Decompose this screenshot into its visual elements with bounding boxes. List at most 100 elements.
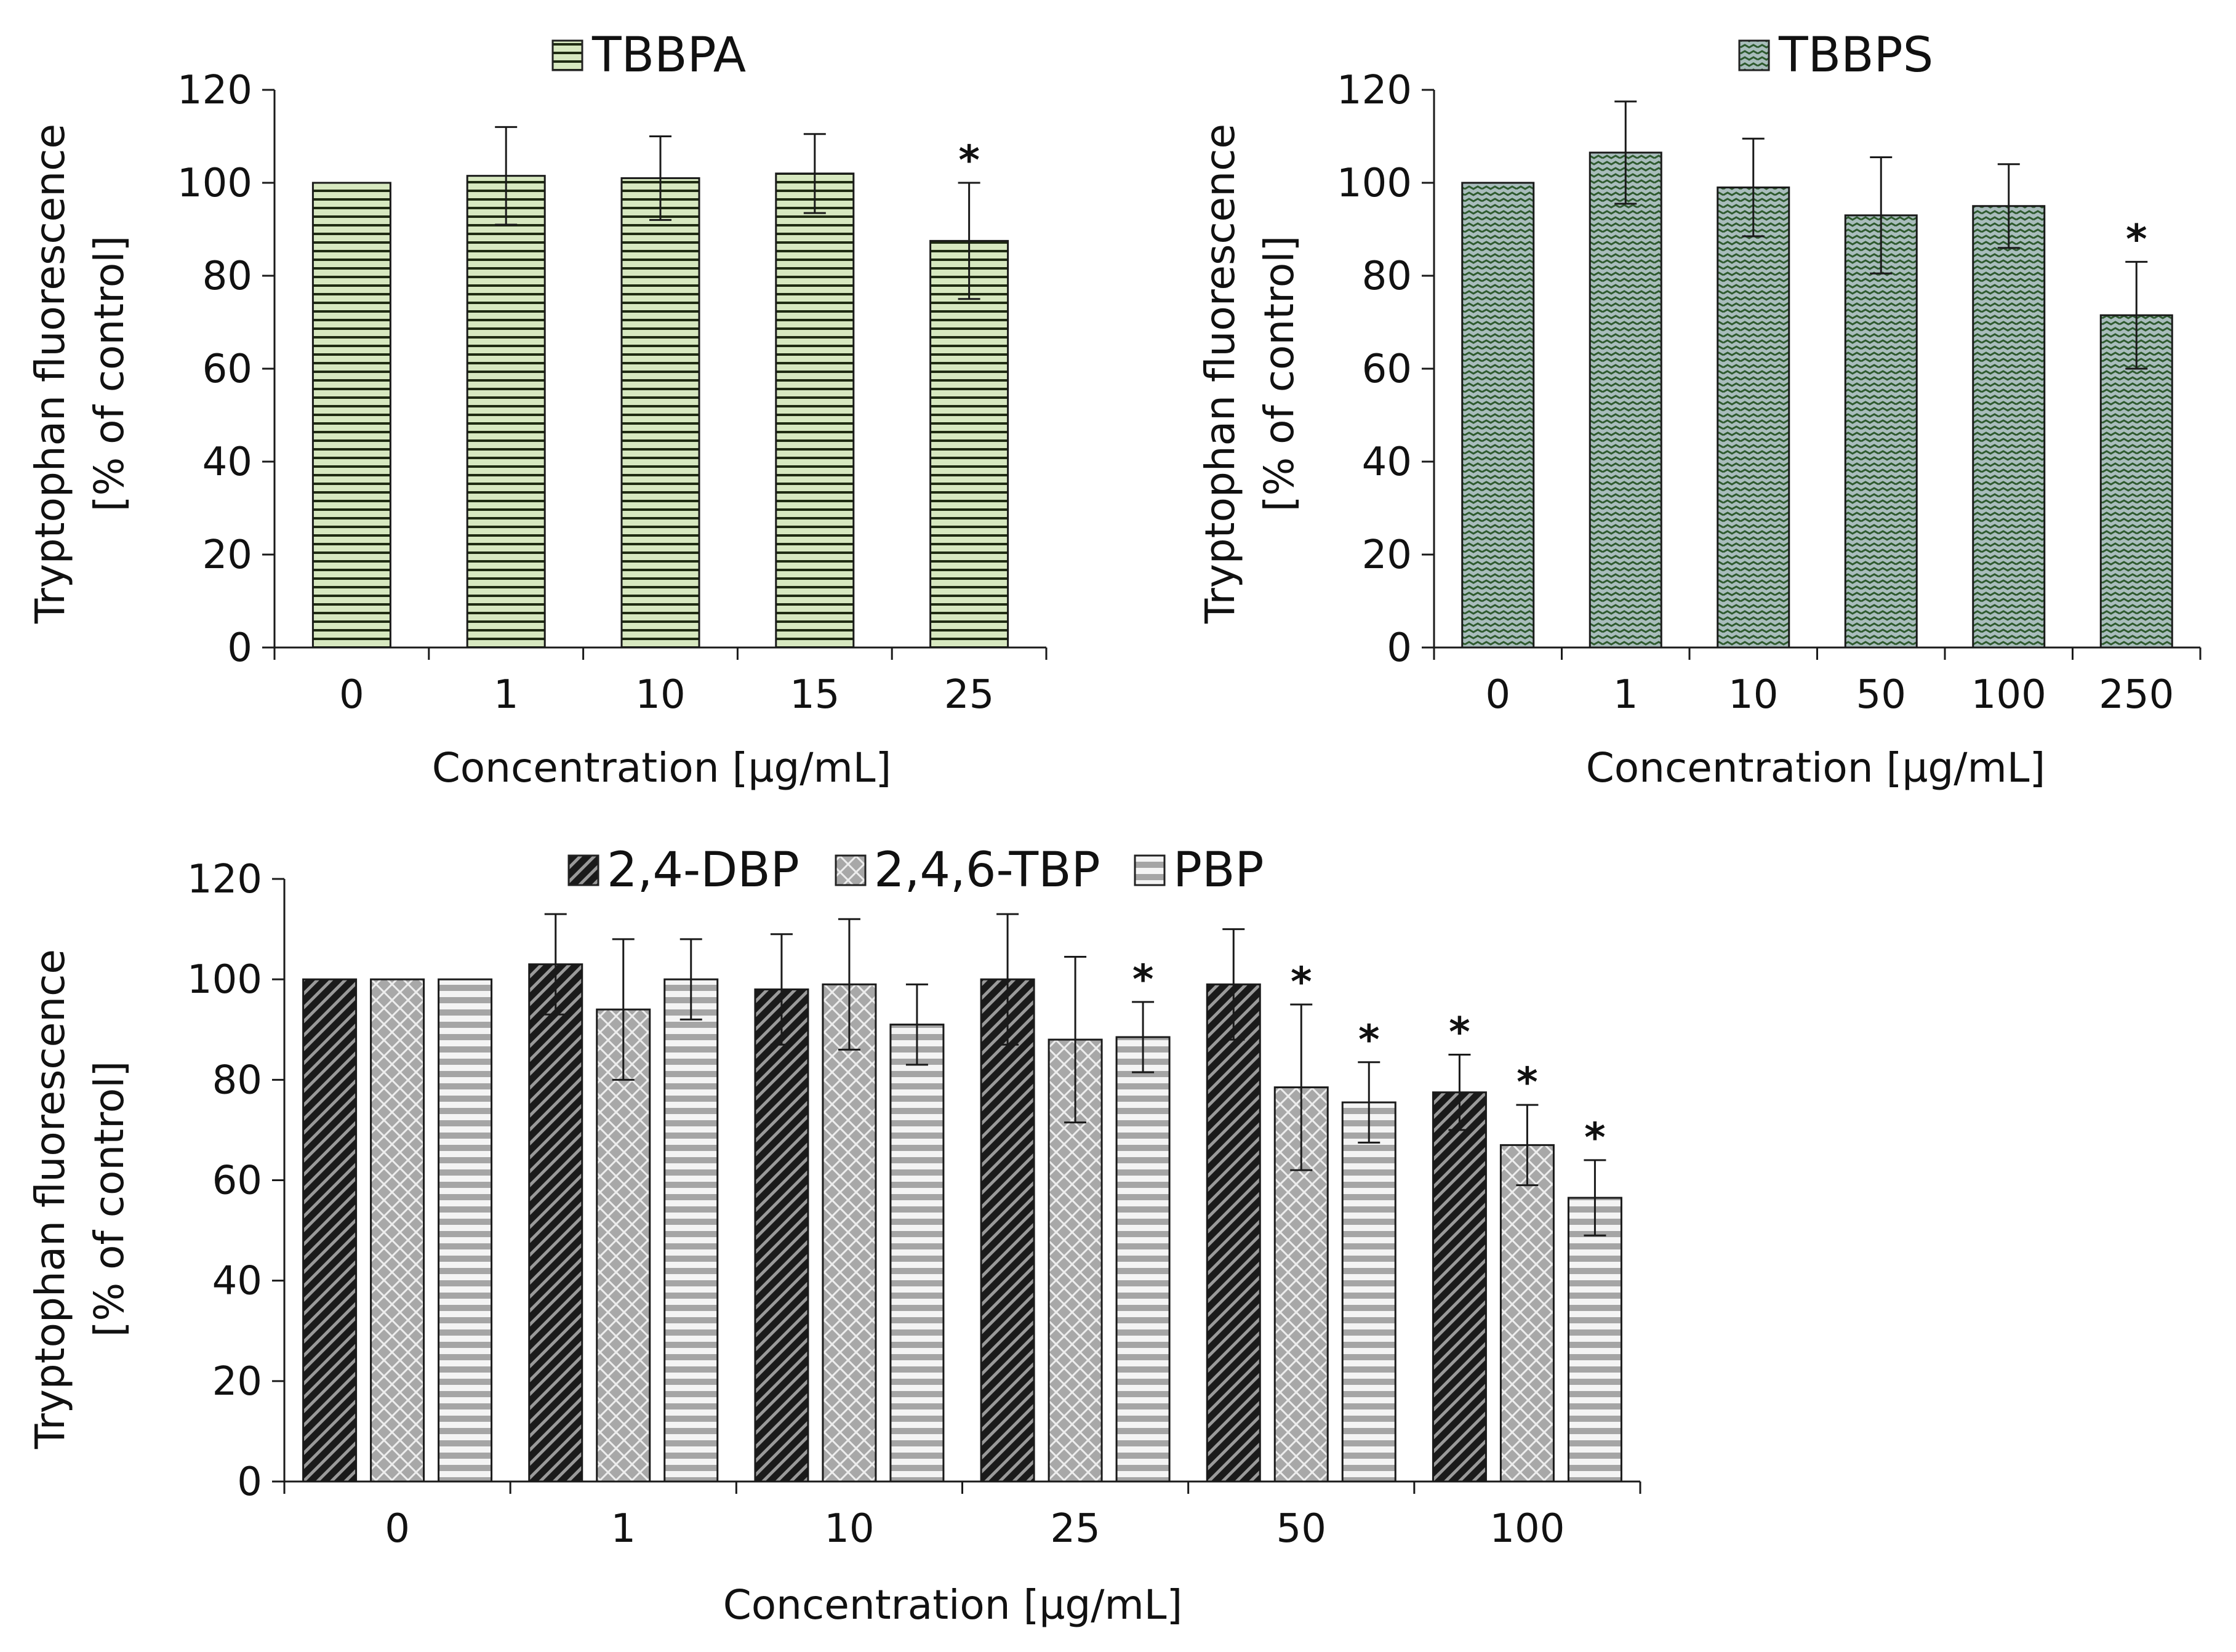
y-tick-label: 0	[237, 1459, 262, 1505]
x-tick-label: 0	[339, 672, 364, 718]
error-bar-tbbps-50	[1870, 156, 1893, 275]
x-tick-label: 1	[494, 672, 519, 718]
significance-marker: *	[1584, 1114, 1606, 1161]
error-bar-2-4-dbp-1	[544, 913, 567, 1016]
y-tick-label: 100	[1337, 161, 1412, 206]
error-bar-2-4-6-tbp-25	[1064, 955, 1087, 1124]
bar-tbbpa-0	[311, 182, 391, 649]
legend-swatch-tbbps	[1738, 39, 1770, 71]
bar-pbp-0	[438, 978, 493, 1483]
x-tick-label: 10	[635, 672, 685, 718]
error-bar-pbp-1	[679, 938, 702, 1020]
significance-marker: *	[1517, 1059, 1538, 1106]
legend-swatch-tbp	[835, 854, 867, 886]
significance-marker: *	[1132, 956, 1154, 1003]
x-tick-label: 10	[1728, 672, 1778, 718]
significance-marker: *	[1358, 1016, 1380, 1064]
plot-area-tbbps: 0 1 10 50 100 * 250 0 20 40 60 80 100 120	[1337, 68, 2202, 718]
legend-label-tbp: 2,4,6-TBP	[874, 843, 1100, 898]
x-axis-title-tbbps: Concentration [µg/mL]	[1586, 744, 2046, 792]
y-tick-label: 0	[1387, 625, 1412, 671]
bar-2-4-6-tbp-10	[822, 983, 877, 1483]
error-bar-2-4-6-tbp-50	[1290, 1003, 1313, 1171]
y-tick-label: 100	[187, 957, 262, 1003]
chart-tbbpa: TBBPA 0 1 10 15 * 25 0 20 40 60 80 100 120 Tryptopha…	[26, 28, 1048, 792]
error-bar-tbbpa-10	[649, 135, 671, 221]
y-tick-label: 0	[227, 625, 252, 671]
y-tick-label: 100	[177, 161, 252, 206]
y-tick-label: 60	[1362, 347, 1412, 392]
plot-area-tbbpa: 0 1 10 15 * 25 0 20 40 60 80 100 120	[177, 68, 1048, 718]
y-tick-label: 40	[1362, 439, 1412, 485]
x-tick-label: 250	[2099, 672, 2174, 718]
x-tick-label: 1	[1613, 672, 1638, 718]
x-tick-label: 25	[944, 672, 994, 718]
bar-2-4-6-tbp-100	[1499, 1144, 1555, 1483]
y-tick-label: 40	[202, 439, 252, 485]
legend-tbbpa: TBBPA	[551, 28, 746, 83]
error-bar-pbp-50	[1358, 1061, 1380, 1144]
x-tick-label: 100	[1489, 1506, 1565, 1552]
x-tick-label: 15	[790, 672, 840, 718]
bar-2-4-dbp-100	[1432, 1091, 1487, 1483]
y-tick-label: 120	[1337, 68, 1412, 113]
y-axis-title-line2: [% of control]	[86, 1061, 133, 1337]
error-bar-pbp-10	[905, 983, 928, 1066]
bar-2-4-dbp-25	[980, 978, 1035, 1483]
error-bar-pbp-100	[1584, 1159, 1606, 1237]
error-bar-tbbpa-15	[803, 133, 826, 214]
legend-swatch-tbbpa	[551, 39, 583, 71]
x-tick-label: 0	[1485, 672, 1510, 718]
bar-pbp-100	[1567, 1197, 1622, 1483]
legend-swatch-dbp	[567, 854, 599, 886]
error-bar-tbbpa-1	[495, 126, 518, 226]
x-tick-label: 25	[1050, 1506, 1100, 1552]
y-tick-label: 120	[187, 857, 262, 902]
bar-pbp-1	[663, 978, 719, 1483]
chart-phenols: 2,4-DBP 2,4,6-TBP PBP 0 1 10*25**50***1000…	[26, 843, 1641, 1629]
chart-tbbps: TBBPS 0 1 10 50 100 * 250 0 20 40 60 80 100 120 Trypt…	[1196, 28, 2202, 792]
error-bar-2-4-6-tbp-10	[838, 918, 860, 1051]
x-tick-label: 10	[824, 1506, 874, 1552]
bar-pbp-10	[889, 1024, 945, 1483]
bar-pbp-25	[1115, 1036, 1171, 1483]
y-tick-label: 20	[1362, 532, 1412, 578]
y-tick-label: 120	[177, 68, 252, 113]
bar-tbbps-1	[1589, 151, 1662, 649]
y-tick-label: 60	[202, 347, 252, 392]
bar-2-4-dbp-1	[528, 963, 583, 1483]
bar-2-4-dbp-50	[1206, 983, 1261, 1483]
y-tick-label: 80	[1362, 254, 1412, 299]
x-tick-label: 1	[611, 1506, 636, 1552]
y-tick-label: 60	[212, 1158, 262, 1204]
x-tick-label: 100	[1971, 672, 2046, 718]
y-axis-title-line1: Tryptophan fluorescence	[26, 949, 74, 1450]
y-axis-title-line2: [% of control]	[86, 236, 133, 512]
bar-tbbps-250	[2099, 314, 2173, 649]
significance-marker: *	[958, 137, 980, 184]
legend-tbbps: TBBPS	[1738, 28, 1933, 83]
legend-label-pbp: PBP	[1173, 843, 1264, 898]
y-axis-title-line1: Tryptophan fluorescence	[1196, 124, 1244, 624]
error-bar-2-4-dbp-50	[1222, 928, 1245, 1041]
x-tick-label: 50	[1276, 1506, 1326, 1552]
bar-pbp-50	[1341, 1101, 1396, 1483]
error-bar-pbp-25	[1132, 1001, 1155, 1073]
error-bar-2-4-dbp-10	[770, 933, 793, 1046]
x-axis-title-phenols: Concentration [µg/mL]	[723, 1581, 1183, 1629]
y-tick-label: 20	[202, 532, 252, 578]
error-bar-2-4-dbp-100	[1448, 1054, 1471, 1131]
y-axis-title-line2: [% of control]	[1256, 236, 1303, 512]
bar-2-4-6-tbp-1	[596, 1008, 651, 1483]
bar-2-4-dbp-10	[754, 988, 809, 1483]
significance-marker: *	[1449, 1009, 1470, 1056]
y-tick-label: 20	[212, 1359, 262, 1405]
bar-tbbpa-10	[620, 177, 700, 649]
bar-2-4-6-tbp-0	[370, 978, 425, 1483]
legend-phenols: 2,4-DBP 2,4,6-TBP PBP	[567, 843, 1264, 898]
error-bar-2-4-6-tbp-1	[612, 938, 635, 1081]
x-tick-label: 50	[1856, 672, 1906, 718]
significance-marker: *	[1291, 958, 1312, 1006]
error-bar-tbbps-1	[1614, 100, 1637, 205]
bar-2-4-dbp-0	[302, 978, 358, 1483]
